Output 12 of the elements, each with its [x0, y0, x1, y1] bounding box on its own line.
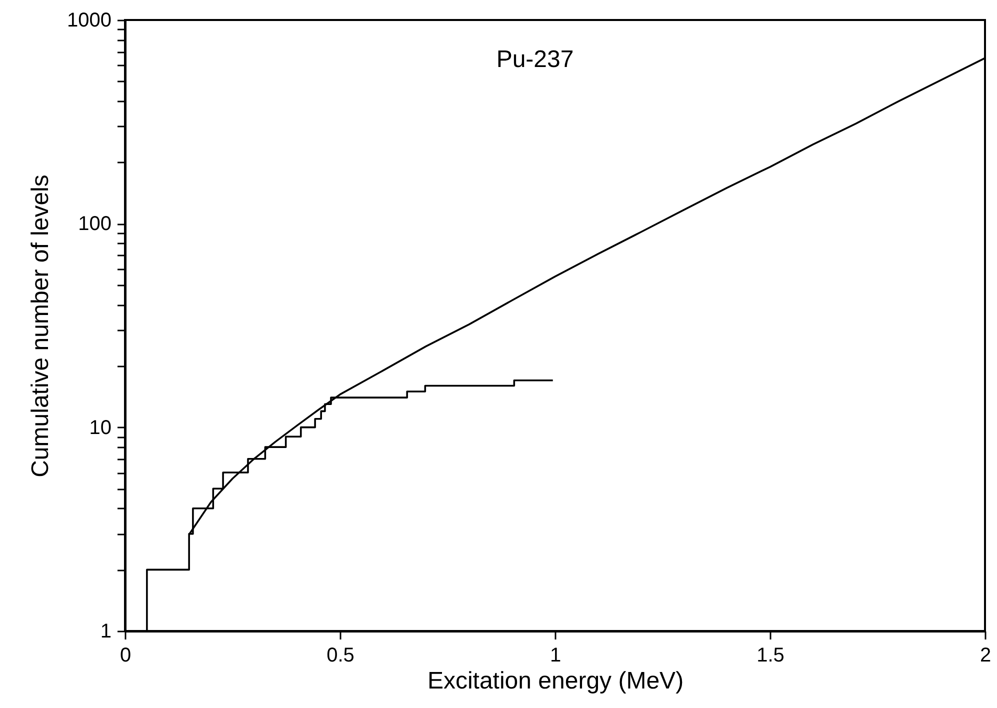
y-axis-title: Cumulative number of levels — [27, 174, 54, 478]
x-axis-title: Excitation energy (MeV) — [427, 668, 684, 694]
x-tick-label: 0 — [120, 644, 132, 666]
y-tick-label: 100 — [78, 213, 112, 236]
y-tick-label: 1 — [100, 620, 112, 642]
x-tick-label: 1.5 — [756, 644, 784, 666]
y-tick-label: 1000 — [67, 10, 112, 32]
text: Pu-237 — [496, 46, 574, 73]
x-tick-label: 0.5 — [326, 644, 354, 666]
x-tick-label: 1 — [550, 644, 562, 666]
x-tick-label: 2 — [980, 644, 992, 666]
y-tick-label: 10 — [89, 416, 112, 439]
